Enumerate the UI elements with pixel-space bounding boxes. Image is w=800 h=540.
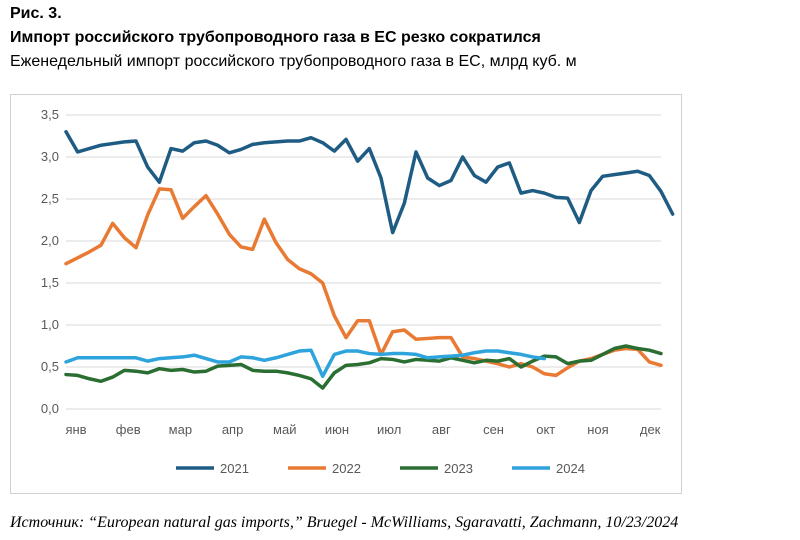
series-lines — [64, 130, 675, 390]
y-tick-label: 2,0 — [41, 233, 59, 248]
line-chart: 0,0 0,5 1,0 1,5 2,0 2,5 3,0 3,5 янв фев мар апр май… — [41, 107, 675, 476]
y-tick-label: 1,0 — [41, 317, 59, 332]
y-tick-label: 1,5 — [41, 275, 59, 290]
x-tick-label: мар — [169, 422, 192, 437]
x-tick-label: дек — [640, 422, 661, 437]
series-line-2022 — [64, 187, 663, 378]
source-note: Источник: “European natural gas imports,… — [10, 514, 679, 531]
y-tick-label: 3,0 — [41, 149, 59, 164]
x-tick-label: сен — [483, 422, 504, 437]
y-axis-ticks: 0,0 0,5 1,0 1,5 2,0 2,5 3,0 3,5 — [41, 107, 59, 416]
x-tick-label: авг — [432, 422, 451, 437]
x-tick-label: окт — [536, 422, 555, 437]
figure-number: Рис. 3. — [10, 5, 62, 22]
y-tick-label: 0,0 — [41, 401, 59, 416]
legend-label: 2021 — [220, 461, 249, 476]
gridlines — [66, 114, 661, 410]
x-tick-label: июл — [377, 422, 401, 437]
legend-label: 2023 — [444, 461, 473, 476]
x-tick-label: июн — [325, 422, 349, 437]
series-line-2021 — [64, 130, 675, 235]
series-line-2024 — [64, 348, 547, 378]
x-axis-ticks: янв фев мар апр май июн июл авг сен окт ноя дек — [65, 422, 660, 437]
chart-title: Импорт российского трубопроводного газа … — [10, 29, 541, 46]
x-tick-label: ноя — [587, 422, 608, 437]
x-tick-label: янв — [65, 422, 86, 437]
y-tick-label: 2,5 — [41, 191, 59, 206]
y-tick-label: 0,5 — [41, 359, 59, 374]
chart-subtitle: Еженедельный импорт российского трубопро… — [10, 53, 577, 70]
chart-frame: 0,0 0,5 1,0 1,5 2,0 2,5 3,0 3,5 янв фев мар апр май… — [10, 94, 682, 494]
legend: 2021 2022 2023 2024 — [176, 461, 585, 476]
legend-label: 2022 — [332, 461, 361, 476]
legend-label: 2024 — [556, 461, 585, 476]
x-tick-label: май — [273, 422, 296, 437]
x-tick-label: фев — [116, 422, 141, 437]
x-tick-label: апр — [222, 422, 244, 437]
y-tick-label: 3,5 — [41, 107, 59, 122]
series-line-2023 — [64, 344, 663, 390]
